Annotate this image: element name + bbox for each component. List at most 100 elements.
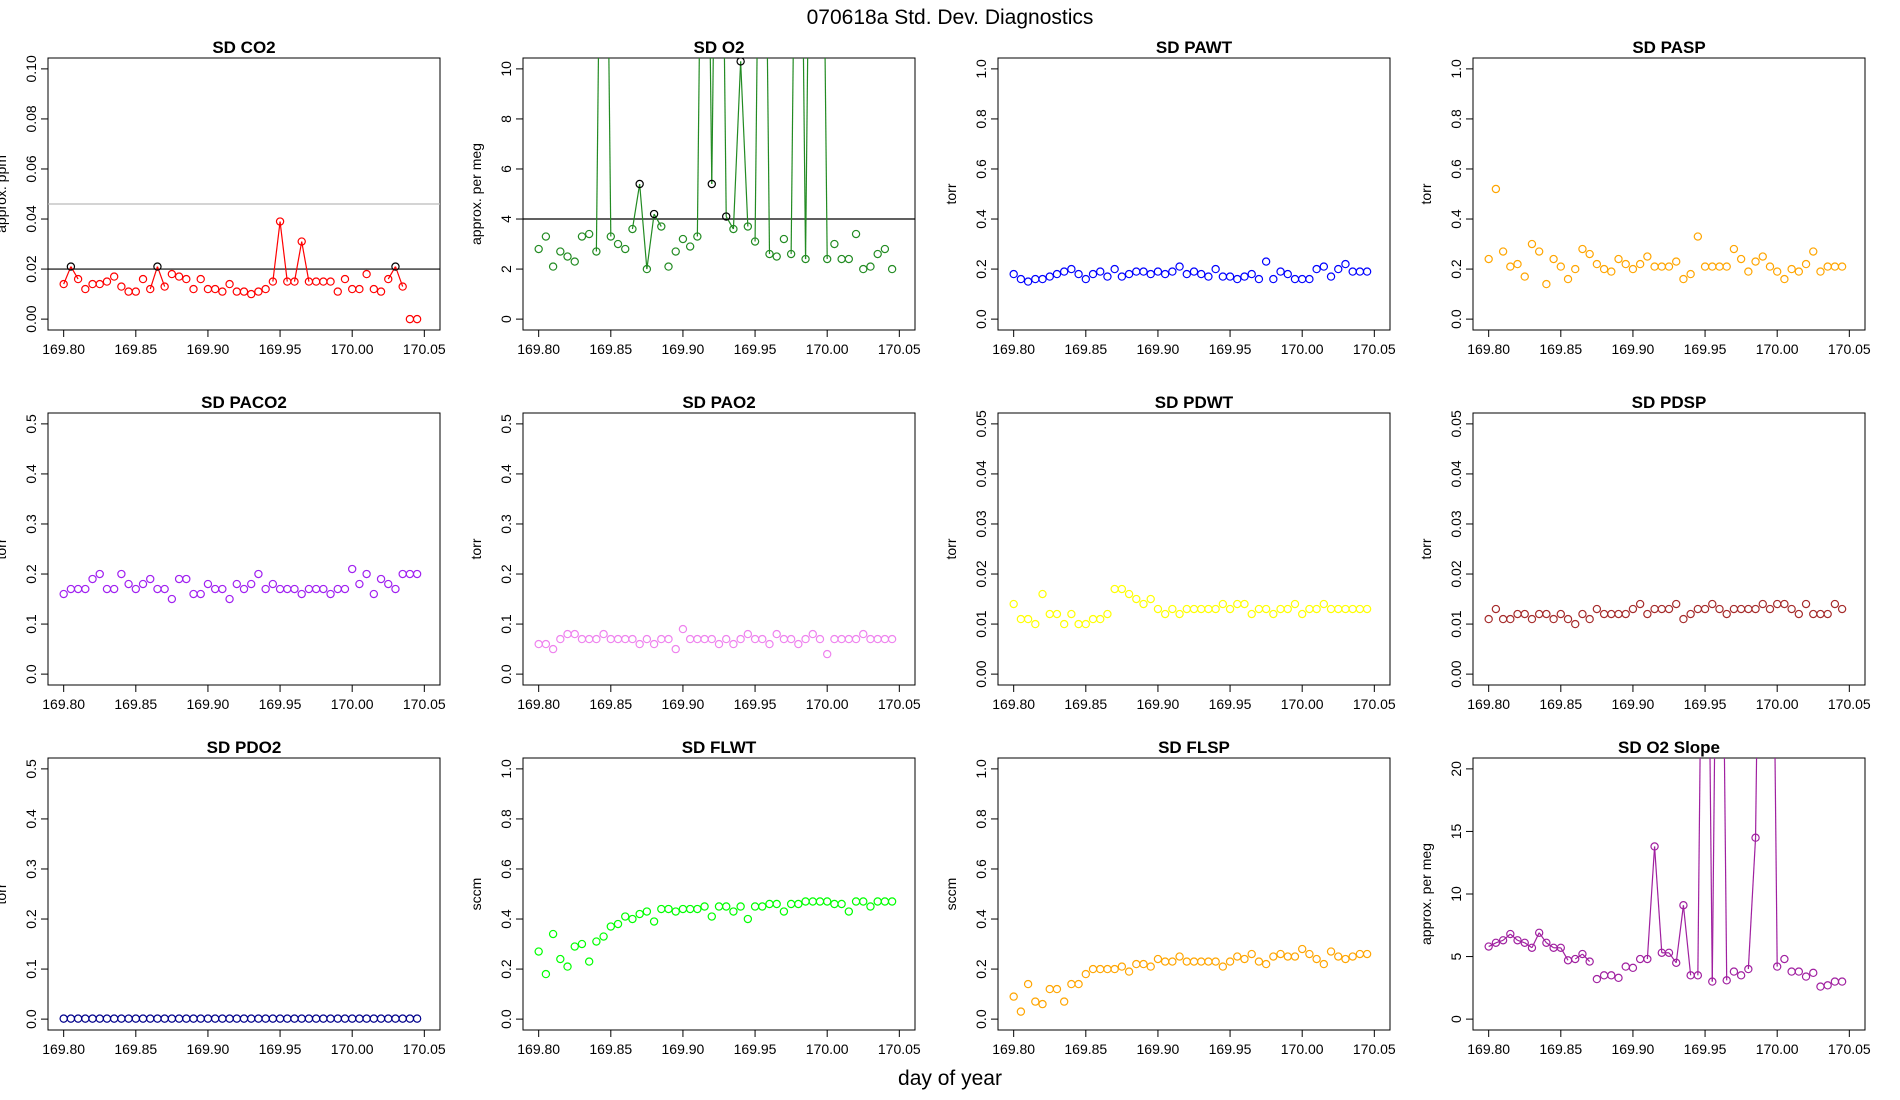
data-point — [736, 902, 745, 911]
data-point — [1261, 959, 1271, 969]
data-point — [275, 1014, 285, 1023]
data-point — [1534, 247, 1544, 256]
y-axis-label: torr — [0, 538, 9, 559]
data-point — [541, 639, 551, 649]
data-point — [1355, 604, 1365, 614]
data-point — [1542, 938, 1551, 947]
data-point — [153, 584, 162, 594]
data-point — [196, 589, 205, 599]
data-point — [1607, 609, 1616, 619]
x-tick-label: 169.90 — [662, 341, 705, 357]
data-point — [283, 1014, 292, 1023]
data-point — [1038, 999, 1047, 1009]
data-point — [124, 1014, 133, 1023]
data-point — [1592, 974, 1602, 984]
data-point — [1204, 604, 1213, 614]
data-point — [203, 579, 213, 589]
data-point — [750, 237, 760, 246]
data-point — [218, 1014, 227, 1023]
data-point — [1780, 599, 1789, 609]
data-point — [1592, 604, 1602, 614]
plot-area — [534, 897, 897, 979]
data-point — [1809, 247, 1818, 256]
data-point — [1067, 609, 1076, 619]
data-point — [1614, 973, 1623, 983]
data-point — [837, 254, 846, 264]
data-point — [1182, 269, 1191, 279]
data-point — [700, 634, 709, 644]
data-point — [1491, 184, 1501, 194]
data-point — [1700, 262, 1710, 271]
y-tick-label: 0.0 — [23, 664, 39, 684]
data-point — [1117, 584, 1127, 594]
data-point — [887, 897, 897, 906]
y-tick-label: 1.0 — [973, 59, 989, 79]
data-point — [1305, 274, 1314, 284]
data-point — [599, 629, 608, 639]
data-point — [1650, 604, 1659, 614]
x-tick-label: 169.90 — [662, 1041, 705, 1057]
series-segment — [709, 58, 713, 184]
x-tick-label: 170.00 — [331, 1041, 374, 1057]
data-point — [1484, 254, 1493, 264]
data-point — [1635, 599, 1645, 609]
series-segment — [1560, 947, 1569, 961]
x-tick-label: 169.95 — [1209, 341, 1252, 357]
data-point — [1204, 957, 1213, 966]
data-point — [1759, 265, 1766, 272]
data-point — [628, 224, 637, 234]
data-point — [1809, 968, 1818, 978]
data-point — [779, 634, 789, 644]
data-point — [1132, 959, 1141, 969]
data-point — [1520, 938, 1529, 947]
chart-title: SD PASP — [1632, 38, 1705, 57]
x-tick-label: 169.90 — [1137, 341, 1180, 357]
x-tick-label: 169.80 — [517, 696, 560, 712]
data-point — [1341, 604, 1350, 614]
series-segment — [1774, 758, 1778, 967]
data-point — [1700, 604, 1710, 614]
series-segment — [696, 58, 700, 237]
data-point — [880, 244, 890, 254]
data-point — [1081, 619, 1091, 629]
data-point — [384, 1014, 393, 1023]
data-point — [880, 897, 890, 906]
data-point — [1362, 267, 1372, 276]
data-point — [1110, 264, 1119, 274]
data-point — [1635, 259, 1645, 269]
data-point — [1197, 269, 1206, 279]
y-tick-label: 0 — [498, 315, 514, 323]
data-point — [1556, 609, 1566, 619]
data-point — [1801, 259, 1811, 269]
plot-area — [1484, 184, 1847, 289]
data-point — [548, 929, 558, 939]
data-point — [1556, 943, 1566, 953]
data-point — [1534, 609, 1544, 619]
data-point — [534, 947, 543, 956]
data-point — [1088, 964, 1098, 974]
y-tick-label: 0.6 — [498, 859, 514, 879]
series-segment — [766, 58, 771, 255]
data-point — [1362, 604, 1372, 614]
data-point — [398, 282, 407, 291]
data-point — [1527, 943, 1537, 953]
data-point — [73, 1014, 83, 1023]
y-tick-label: 0.8 — [973, 109, 989, 129]
data-point — [786, 249, 796, 259]
data-point — [657, 634, 666, 644]
data-point — [887, 634, 897, 644]
x-tick-label: 169.85 — [114, 696, 157, 712]
data-point — [1513, 936, 1522, 945]
data-point — [319, 1014, 328, 1023]
data-point — [1686, 269, 1695, 279]
series-segment — [1747, 837, 1757, 970]
series-segment — [279, 221, 288, 282]
data-point — [1571, 954, 1580, 964]
data-point — [584, 634, 594, 644]
data-point — [376, 1014, 386, 1023]
data-point — [1578, 949, 1587, 959]
data-point — [124, 579, 133, 589]
data-point — [758, 634, 767, 644]
data-point — [1708, 599, 1717, 609]
data-point — [678, 624, 688, 634]
